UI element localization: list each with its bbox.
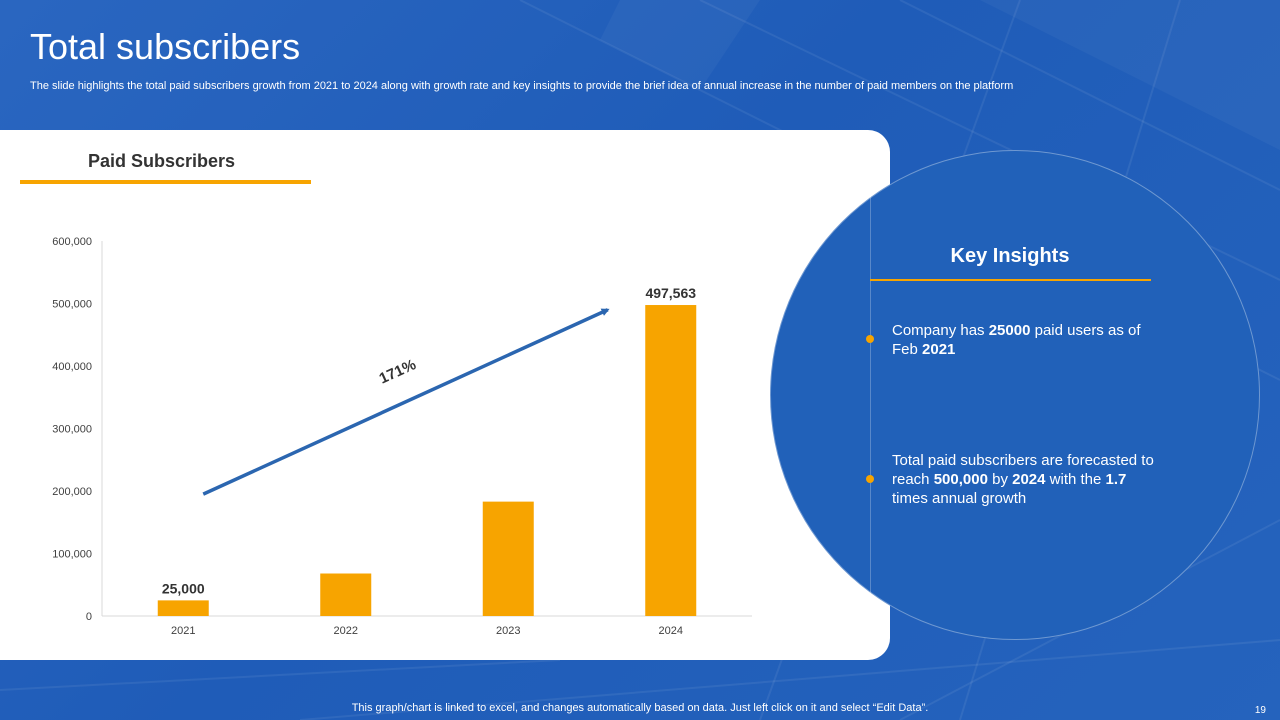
- bullet-dot-icon: [866, 475, 874, 483]
- page-number: 19: [1254, 705, 1266, 716]
- growth-arrow: [202, 308, 610, 496]
- y-tick-label: 0: [86, 611, 92, 623]
- slide-title: Total subscribers: [30, 26, 301, 67]
- bar-2021[interactable]: [157, 600, 209, 616]
- y-tick-label: 300,000: [52, 424, 92, 436]
- bar-2024[interactable]: [645, 305, 697, 616]
- bar-series: [157, 305, 697, 617]
- insight-highlight: 1.7: [1105, 471, 1127, 488]
- y-tick-label: 600,000: [52, 236, 92, 248]
- insight-highlight: 500,000: [933, 471, 988, 488]
- slide-subtitle: The slide highlights the total paid subs…: [30, 80, 1014, 92]
- insight-bullet-1: Company has 25000 paid users as of Feb 2…: [892, 321, 1162, 359]
- chart-heading: Paid Subscribers: [88, 151, 236, 171]
- key-insights-underline: [870, 279, 1151, 281]
- chart-heading-underline: [20, 180, 311, 184]
- insight-text: Total paid subscribers are forecasted to…: [892, 452, 1154, 488]
- x-tick-label: 2023: [496, 625, 520, 637]
- key-insights-panel: [770, 150, 1260, 640]
- data-labels: 25,000 497,563: [162, 285, 696, 596]
- chart-card: [0, 130, 890, 660]
- insight-text: paid users as of Feb: [892, 322, 1141, 358]
- insight-highlight: 2021: [922, 341, 956, 358]
- y-tick-label: 400,000: [52, 361, 92, 373]
- x-axis: 2021 2022 2023 2024: [102, 615, 752, 637]
- insight-text: times annual growth: [892, 490, 1027, 507]
- y-tick-label: 100,000: [52, 549, 92, 561]
- insight-text: with the: [1045, 471, 1106, 488]
- growth-annotation: 171%: [202, 308, 610, 496]
- key-insights-title: Key Insights: [950, 245, 1070, 267]
- x-tick-label: 2022: [334, 625, 358, 637]
- x-tick-label: 2021: [171, 625, 195, 637]
- insight-bullet-2: Total paid subscribers are forecasted to…: [892, 451, 1162, 508]
- insight-highlight: 2024: [1012, 471, 1046, 488]
- bar-2023[interactable]: [482, 501, 534, 616]
- footer-note: This graph/chart is linked to excel, and…: [351, 702, 929, 714]
- data-label-2021: 25,000: [162, 580, 205, 596]
- y-tick-label: 200,000: [52, 486, 92, 498]
- growth-rate-label: 171%: [377, 356, 419, 387]
- insight-text: by: [987, 471, 1013, 488]
- y-tick-label: 500,000: [52, 299, 92, 311]
- data-label-2024: 497,563: [645, 285, 696, 301]
- insights-divider: [870, 195, 871, 595]
- insight-text: Company has: [892, 322, 989, 339]
- insight-highlight: 25000: [988, 322, 1031, 339]
- x-tick-label: 2024: [659, 625, 683, 637]
- bullet-dot-icon: [866, 335, 874, 343]
- y-axis: 0 100,000 200,000 300,000 400,000 500,000 600,…: [52, 236, 103, 623]
- bar-2022[interactable]: [320, 573, 372, 617]
